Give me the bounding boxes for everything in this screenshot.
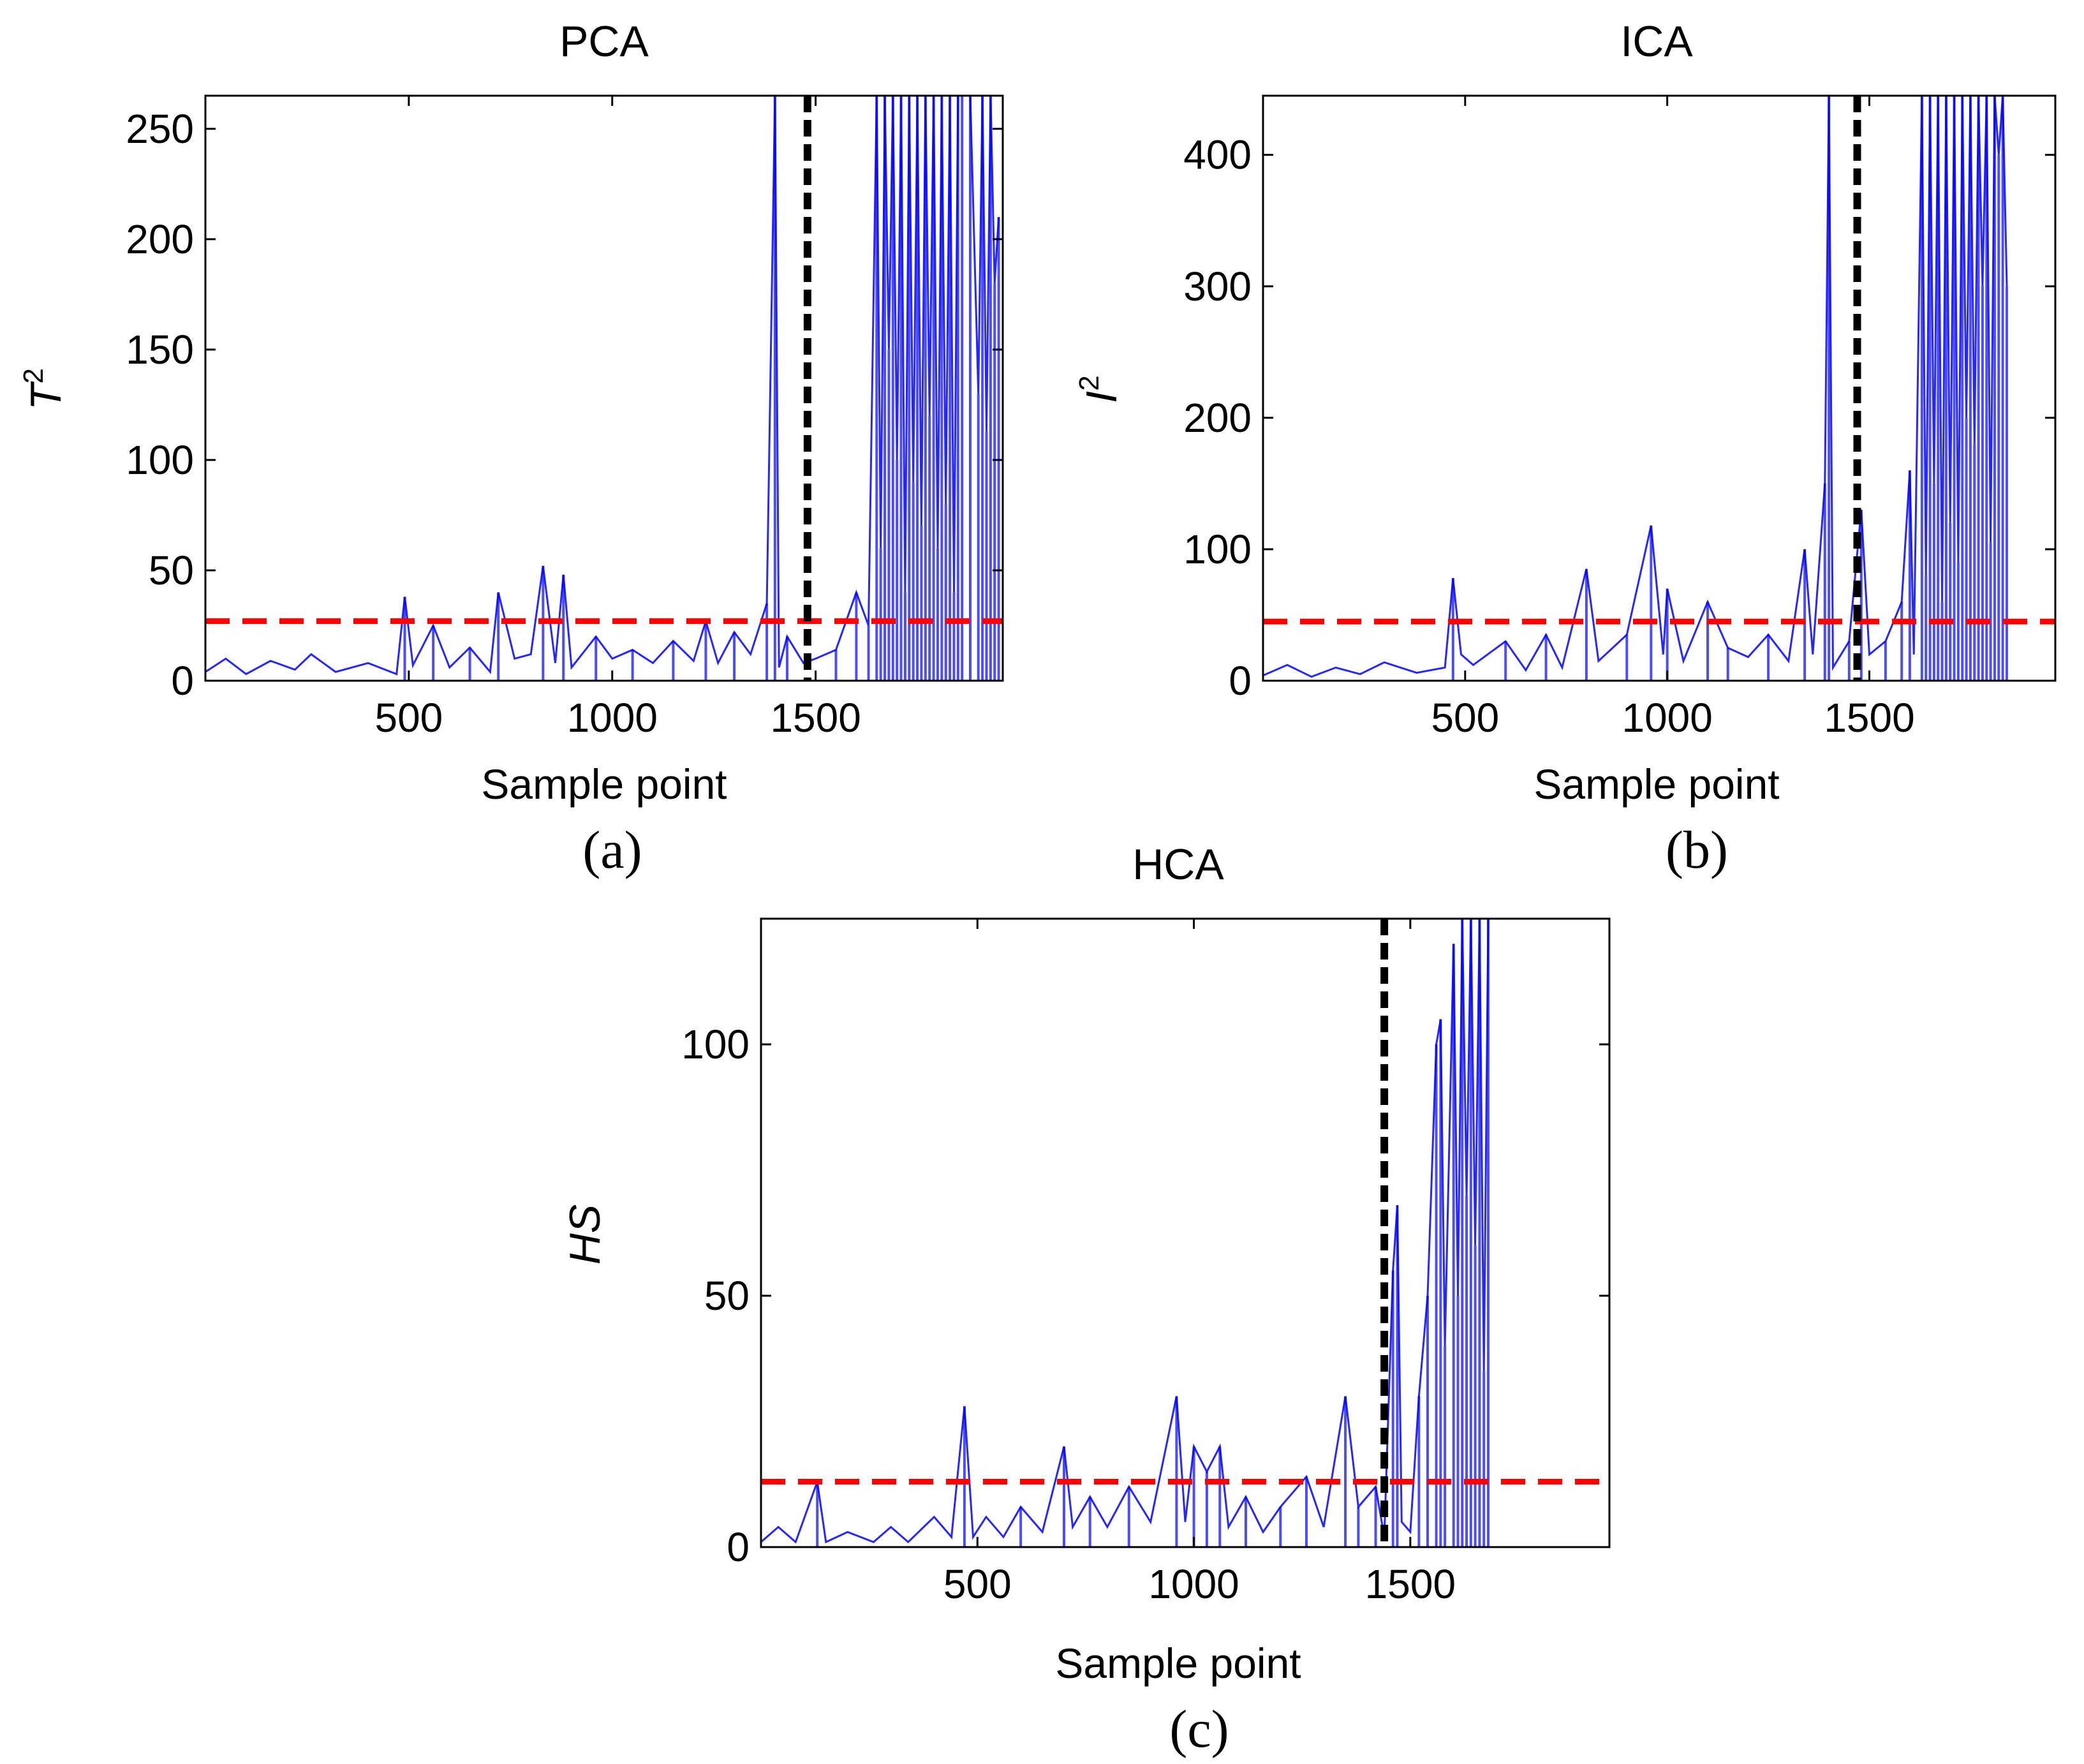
y-tick-label: 50 — [704, 1273, 750, 1319]
x-tick-label: 500 — [374, 695, 443, 741]
y-axis-label-sup: 2 — [1074, 375, 1105, 390]
y-axis-label: HS — [561, 1204, 609, 1264]
x-tick-label: 1500 — [1365, 1561, 1456, 1607]
axes-frame — [204, 94, 1004, 682]
y-axis-label: T2 — [18, 368, 70, 410]
panel-ica: ICA 0 100 200 300 400 500 1000 1500 Sample poi… — [1074, 17, 2057, 880]
y-axis-label: I2 — [1074, 375, 1126, 403]
x-tick-label: 1000 — [1622, 695, 1712, 741]
y-tick-label: 150 — [126, 327, 194, 373]
y-tick-label: 50 — [149, 547, 194, 593]
x-axis-label: Sample point — [1055, 1640, 1301, 1687]
x-tick-label: 500 — [943, 1561, 1012, 1607]
y-tick-label: 250 — [126, 106, 194, 152]
y-tick-label: 0 — [727, 1524, 750, 1570]
panel-pca: PCA 0 50 100 150 200 250 500 1000 1500 Sample p… — [18, 17, 1004, 880]
y-tick-label: 100 — [681, 1021, 750, 1067]
y-axis: 0 50 100 150 200 250 — [126, 106, 1003, 704]
y-axis-label-main: T — [22, 381, 70, 410]
panel-caption: (c) — [1169, 1700, 1229, 1759]
y-tick-label: 0 — [171, 658, 194, 704]
y-axis-label-main: HS — [561, 1204, 609, 1264]
x-axis-label: Sample point — [481, 760, 727, 808]
plot-area — [205, 96, 1003, 681]
panel-hca: HCA 0 50 100 500 1000 1500 Sample point HS (… — [561, 840, 1611, 1759]
chart-title: HCA — [1132, 840, 1224, 889]
x-tick-label: 500 — [1431, 695, 1499, 741]
axes-frame — [760, 917, 1611, 1548]
y-tick-label: 100 — [126, 437, 194, 483]
y-tick-label: 200 — [126, 216, 194, 262]
x-axis: 500 1000 1500 — [1431, 96, 1915, 741]
x-axis-label: Sample point — [1533, 760, 1779, 808]
y-tick-label: 0 — [1229, 658, 1252, 704]
x-axis: 500 1000 1500 — [374, 96, 861, 741]
x-tick-label: 1000 — [1148, 1561, 1239, 1607]
plot-area — [1263, 96, 2055, 681]
axes-frame — [1262, 94, 2057, 682]
panel-caption: (b) — [1666, 820, 1728, 880]
x-tick-label: 1000 — [567, 695, 658, 741]
y-tick-label: 200 — [1183, 395, 1252, 441]
y-tick-label: 300 — [1183, 263, 1252, 309]
y-axis-label-sup: 2 — [18, 368, 49, 383]
x-axis: 500 1000 1500 — [943, 919, 1456, 1607]
y-axis-label-main: I — [1077, 391, 1126, 403]
x-tick-label: 1500 — [1824, 695, 1914, 741]
chart-title: PCA — [559, 17, 649, 66]
y-tick-label: 400 — [1183, 132, 1252, 178]
y-tick-label: 100 — [1183, 526, 1252, 572]
signal-line — [761, 919, 1489, 1544]
signal-line — [1263, 96, 2008, 678]
signal-line — [205, 96, 1000, 676]
x-tick-label: 1500 — [770, 695, 861, 741]
plot-area — [761, 919, 1609, 1547]
panel-caption: (a) — [582, 820, 642, 880]
y-axis: 0 50 100 — [681, 1021, 1609, 1570]
chart-title: ICA — [1620, 17, 1693, 66]
y-axis: 0 100 200 300 400 — [1183, 132, 2055, 704]
